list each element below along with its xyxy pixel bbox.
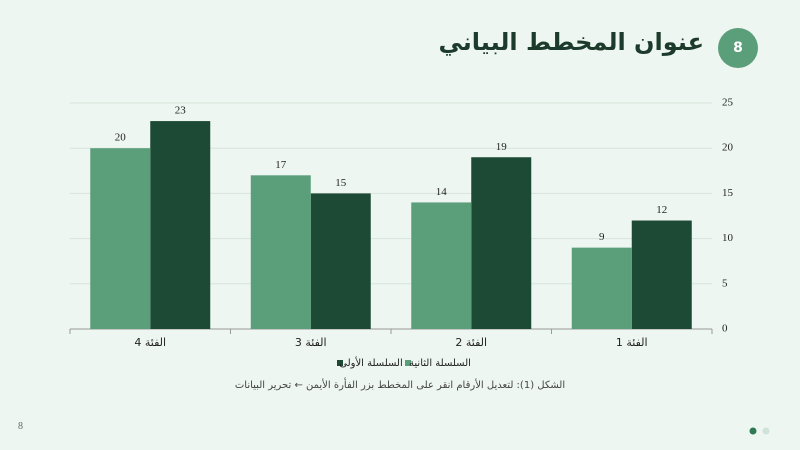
legend-label: السلسلة الثانية (409, 358, 471, 369)
y-tick-label: 15 (722, 187, 734, 199)
bar (90, 148, 151, 329)
slide-badge: 8 (718, 28, 758, 68)
legend-swatch (337, 360, 343, 366)
data-label: 14 (436, 186, 448, 198)
x-tick-label: الفئة 1 (616, 336, 648, 349)
x-tick-label: الفئة 4 (134, 336, 166, 349)
y-tick-label: 0 (722, 323, 728, 335)
legend-swatch (405, 360, 411, 366)
y-tick-label: 20 (722, 142, 734, 154)
bar (150, 121, 211, 329)
data-label: 17 (275, 159, 287, 171)
nav-dot (762, 427, 770, 435)
bar (411, 202, 472, 329)
caption: الشكل (1): لتعديل الأرقام انقر على المخط… (234, 380, 566, 391)
data-label: 12 (656, 204, 667, 216)
data-label: 19 (496, 141, 508, 153)
x-tick-label: الفئة 3 (295, 336, 327, 349)
chart-title: عنوان المخطط البياني (438, 28, 705, 56)
bar (250, 175, 311, 329)
data-label: 15 (335, 177, 347, 189)
bar (471, 157, 532, 329)
nav-dot (749, 427, 757, 435)
legend-label: السلسلة الأولى (339, 356, 403, 369)
y-tick-label: 25 (722, 97, 734, 109)
bar (571, 247, 632, 329)
page-number: 8 (18, 421, 23, 432)
bar (631, 220, 692, 329)
y-tick-label: 5 (722, 277, 728, 289)
data-label: 23 (175, 105, 187, 117)
data-label: 9 (599, 231, 605, 243)
data-label: 20 (115, 132, 127, 144)
x-tick-label: الفئة 2 (455, 336, 487, 349)
bar (310, 193, 371, 329)
y-tick-label: 10 (722, 232, 734, 244)
